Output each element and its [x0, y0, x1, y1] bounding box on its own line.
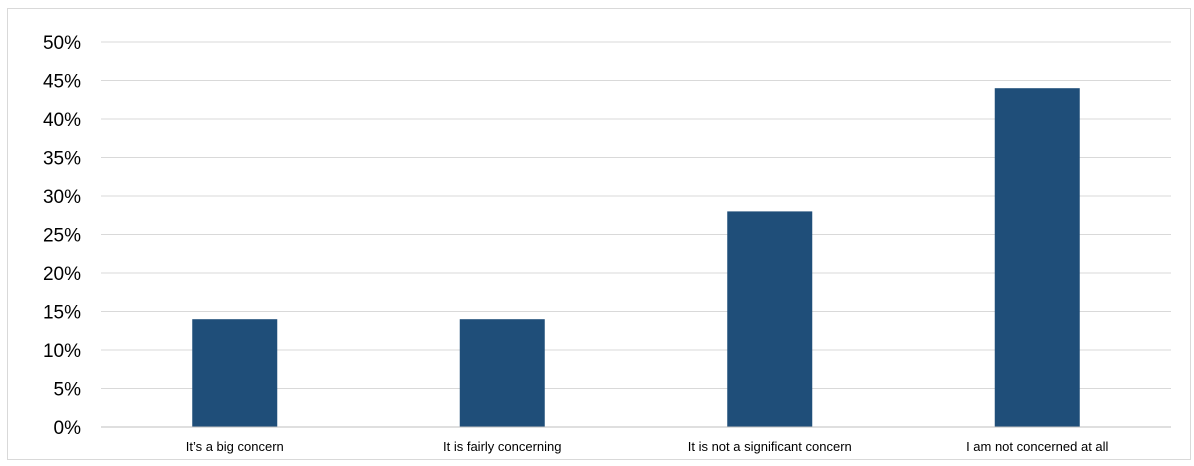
chart-frame: 0% 5% 10% 15% 20% 25% 30% 35% 40% 45% 50% It’s a b…: [7, 8, 1191, 460]
y-tick-label: 40%: [43, 110, 81, 131]
x-tick-label: I am not concerned at all: [966, 439, 1108, 454]
y-tick-label: 15%: [43, 303, 81, 324]
x-tick-label: It is fairly concerning: [443, 439, 562, 454]
gridlines: [101, 41, 1171, 389]
y-tick-label: 25%: [43, 226, 81, 247]
y-tick-label: 30%: [43, 187, 81, 208]
y-tick-label: 10%: [43, 341, 81, 362]
y-tick-label: 20%: [43, 264, 81, 285]
x-axis-tick-labels: It’s a big concern It is fairly concernin…: [186, 439, 1109, 454]
bar: [459, 319, 545, 427]
bar: [994, 88, 1080, 427]
bar: [192, 319, 278, 427]
bars: [192, 88, 1080, 427]
bar-chart: 0% 5% 10% 15% 20% 25% 30% 35% 40% 45% 50% It’s a b…: [43, 33, 1171, 454]
y-tick-label: 35%: [43, 149, 81, 170]
y-tick-label: 45%: [43, 72, 81, 93]
y-tick-label: 0%: [54, 418, 82, 439]
y-tick-label: 50%: [43, 33, 81, 54]
y-axis-tick-labels: 0% 5% 10% 15% 20% 25% 30% 35% 40% 45% 50%: [43, 33, 81, 439]
x-tick-label: It’s a big concern: [186, 439, 284, 454]
x-tick-label: It is not a significant concern: [688, 439, 852, 454]
bar: [727, 211, 813, 427]
y-tick-label: 5%: [54, 380, 82, 401]
